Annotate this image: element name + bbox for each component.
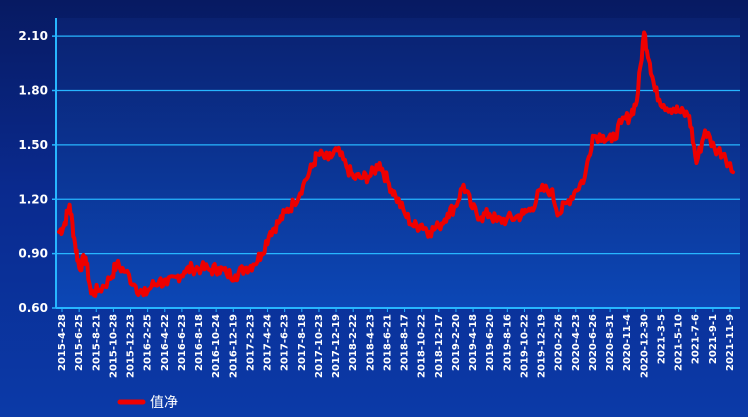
x-tick-label: 2018-8-17 [400,314,411,371]
x-tick-label: 2015-8-21 [91,314,102,371]
x-tick-label: 2018-2-22 [348,314,359,371]
x-tick-label: 2021-9-1 [708,314,719,364]
x-tick-label: 2018-6-21 [382,314,393,371]
x-tick-label: 2020-12-30 [639,314,650,378]
x-tick-label: 2017-12-19 [331,314,342,378]
x-tick-label: 2019-12-19 [537,314,548,378]
legend: 值净 [117,395,178,411]
legend-label: 值净 [150,395,178,411]
y-tick-label: 1.20 [18,192,48,206]
x-tick-label: 2016-6-23 [177,314,188,371]
x-tick-label: 2021-3-5 [656,314,667,364]
x-tick-label: 2016-8-18 [194,314,205,371]
x-tick-label: 2020-8-31 [605,314,616,371]
x-tick-label: 2017-10-23 [314,314,325,378]
x-tick-label: 2017-2-23 [245,314,256,371]
x-tick-label: 2017-8-18 [297,314,308,371]
x-tick-labels: 2015-4-28 2015-6-25 2015-8-21 2015-10-28 201… [57,308,736,378]
y-tick-label: 0.90 [18,247,48,261]
y-tick-label: 2.10 [18,29,48,43]
x-tick-label: 2016-10-24 [211,314,222,378]
series-line-net-value [57,30,735,298]
x-tick-label: 2019-6-20 [485,314,496,371]
x-tick-label: 2017-4-24 [263,314,274,371]
x-tick-label: 2019-10-22 [519,314,530,378]
x-tick-label: 2016-12-19 [228,314,239,378]
y-tick-labels: 0.60 0.90 1.20 1.50 1.80 2.10 [18,29,56,315]
x-tick-label: 2021-11-9 [725,314,736,371]
x-tick-label: 2020-4-23 [571,314,582,371]
plot-area [56,18,740,308]
x-tick-label: 2015-6-25 [74,314,85,371]
x-tick-label: 2019-8-16 [502,314,513,371]
y-tick-label: 1.80 [18,84,48,98]
gridlines [56,35,740,255]
x-tick-label: 2017-6-23 [280,314,291,371]
x-tick-label: 2018-12-17 [434,314,445,378]
x-tick-label: 2021-7-6 [691,314,702,364]
x-tick-label: 2015-10-28 [108,314,119,378]
x-tick-label: 2020-6-26 [588,314,599,371]
x-tick-label: 2020-11-4 [622,314,633,371]
x-tick-label: 2016-4-22 [160,314,171,371]
y-tick-label: 0.60 [18,301,48,315]
x-tick-label: 2018-10-22 [417,314,428,378]
x-tick-label: 2018-4-23 [365,314,376,371]
x-tick-label: 2015-4-28 [57,314,68,371]
x-tick-label: 2016-2-25 [143,314,154,371]
x-tick-label: 2019-4-18 [468,314,479,371]
x-tick-label: 2021-5-10 [674,314,685,371]
x-tick-label: 2020-2-26 [554,314,565,371]
x-tick-label: 2019-2-20 [451,314,462,371]
y-tick-label: 1.50 [18,138,48,152]
x-tick-label: 2015-12-23 [126,314,137,378]
